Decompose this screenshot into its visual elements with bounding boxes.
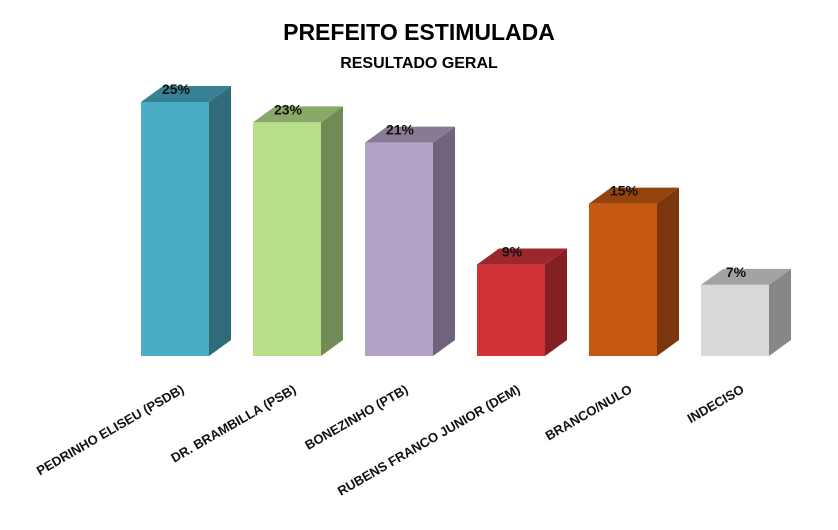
bar-2 [253,106,343,356]
bar-top-face [701,268,791,285]
bar-6 [701,268,791,356]
bar-side-face [321,106,343,356]
bar-front-face [701,284,769,356]
category-label-5: BRANCO/NULO [543,382,635,444]
bar-front-face [253,122,321,356]
bar-1 [141,86,231,356]
bar-side-face [545,248,567,356]
bars-group: 25% PEDRINHO ELISEU (PSDB) 23% DR. BRAMBILL… [34,81,791,499]
bar-3 [365,126,455,356]
data-label-4: 9% [502,244,523,260]
data-label-5: 15% [610,183,639,199]
data-label-6: 7% [726,264,747,280]
bar-5 [589,187,679,356]
bar-top-face [365,126,455,143]
bar-top-face [253,106,343,123]
chart-subtitle: RESULTADO GERAL [340,55,498,72]
bar-front-face [141,102,209,356]
data-label-1: 25% [162,81,191,97]
bar-top-face [477,248,567,265]
bar-top-face [589,187,679,204]
category-label-4: RUBENS FRANCO JUNIOR (DEM) [335,382,523,499]
bar-top-face [141,86,231,102]
bar-front-face [365,142,433,356]
data-label-2: 23% [274,101,303,117]
bar-side-face [433,126,455,356]
bar-front-face [589,203,657,356]
bar-4 [477,248,567,356]
category-label-3: BONEZINHO (PTB) [302,382,410,453]
category-label-2: DR. BRAMBILLA (PSB) [168,382,298,466]
bar-front-face [477,264,545,356]
chart-title: PREFEITO ESTIMULADA [283,19,555,45]
category-label-6: INDECISO [685,382,747,426]
category-label-1: PEDRINHO ELISEU (PSDB) [34,382,187,479]
bar-side-face [209,86,231,356]
bar-side-face [657,187,679,356]
bar-side-face [769,268,791,356]
data-label-3: 21% [386,122,415,138]
